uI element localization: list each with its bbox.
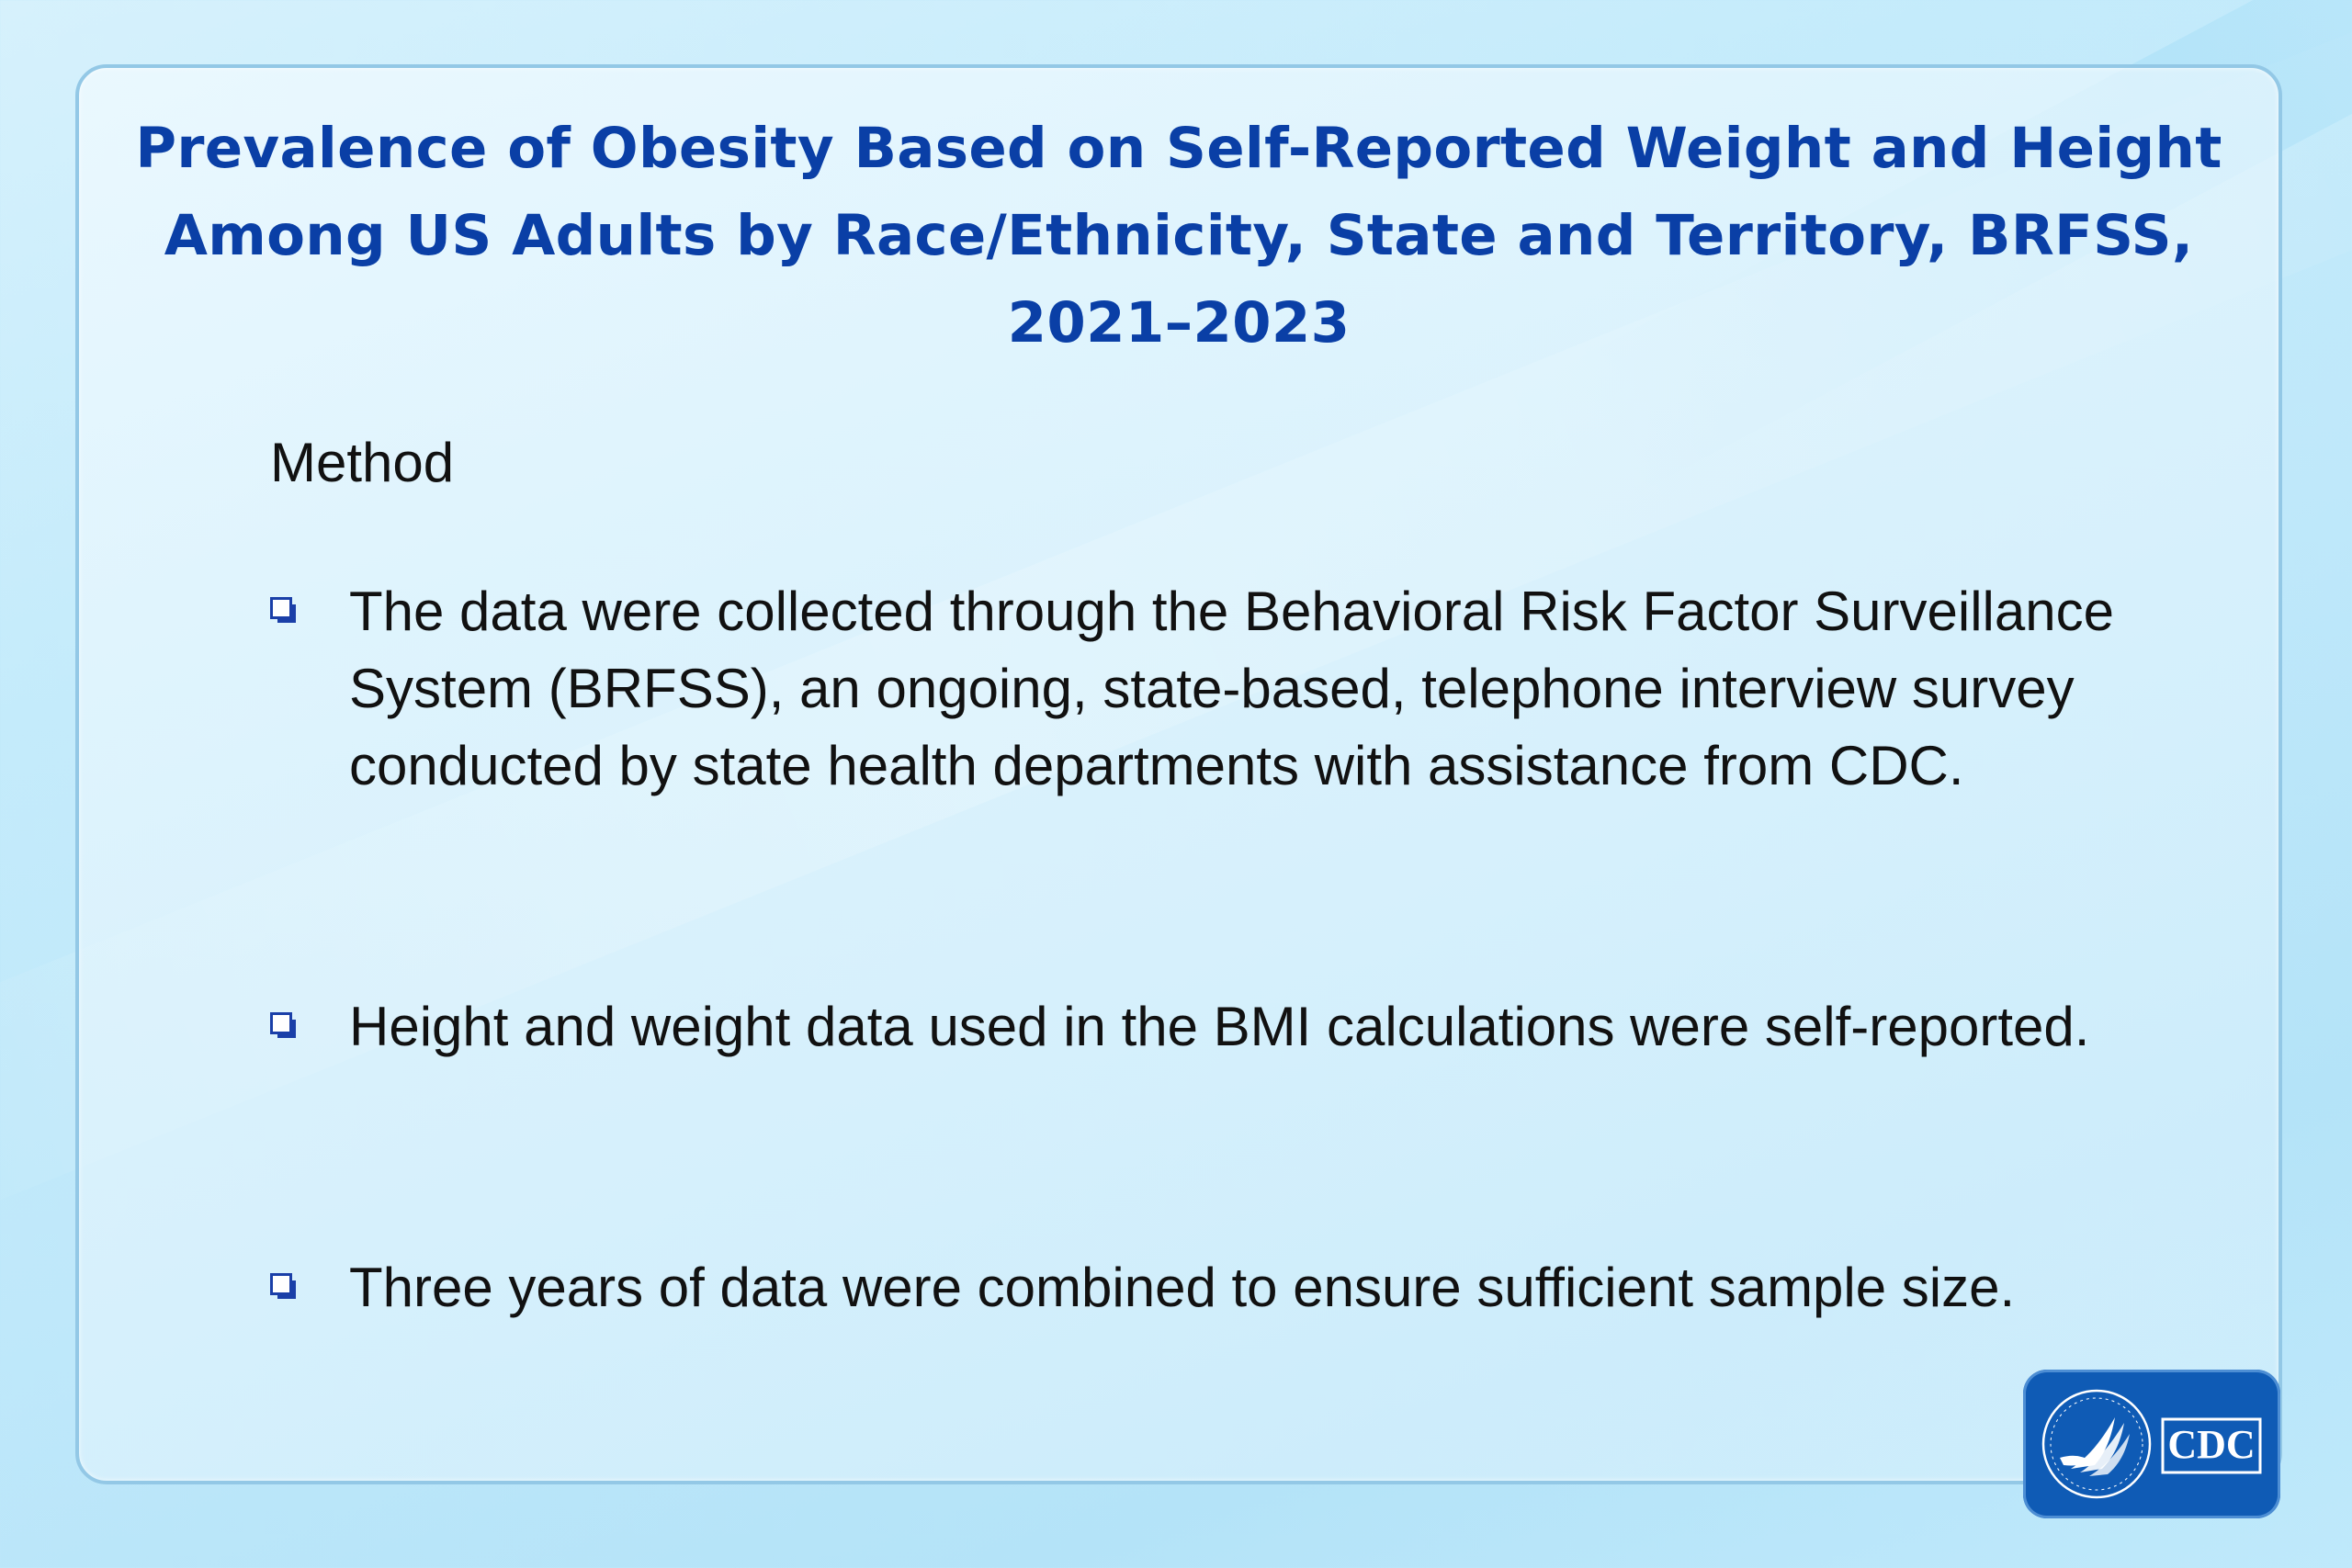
cdc-logo: CDC <box>2023 1370 2280 1518</box>
hollow-square-bullet-icon <box>270 597 298 625</box>
hhs-eagle-seal-icon <box>2041 1389 2152 1499</box>
hollow-square-bullet-icon <box>270 1012 298 1040</box>
content-panel: Prevalence of Obesity Based on Self-Repo… <box>75 64 2282 1484</box>
bullet-text: The data were collected through the Beha… <box>349 581 2114 796</box>
hollow-square-bullet-icon <box>270 1273 298 1301</box>
bullet-text: Height and weight data used in the BMI c… <box>349 996 2090 1057</box>
bullet-text: Three years of data were combined to ens… <box>349 1257 2016 1318</box>
slide-title: Prevalence of Obesity Based on Self-Repo… <box>135 116 2222 355</box>
section-heading: Method <box>270 432 455 493</box>
cdc-logo-text: CDC <box>2167 1422 2255 1467</box>
